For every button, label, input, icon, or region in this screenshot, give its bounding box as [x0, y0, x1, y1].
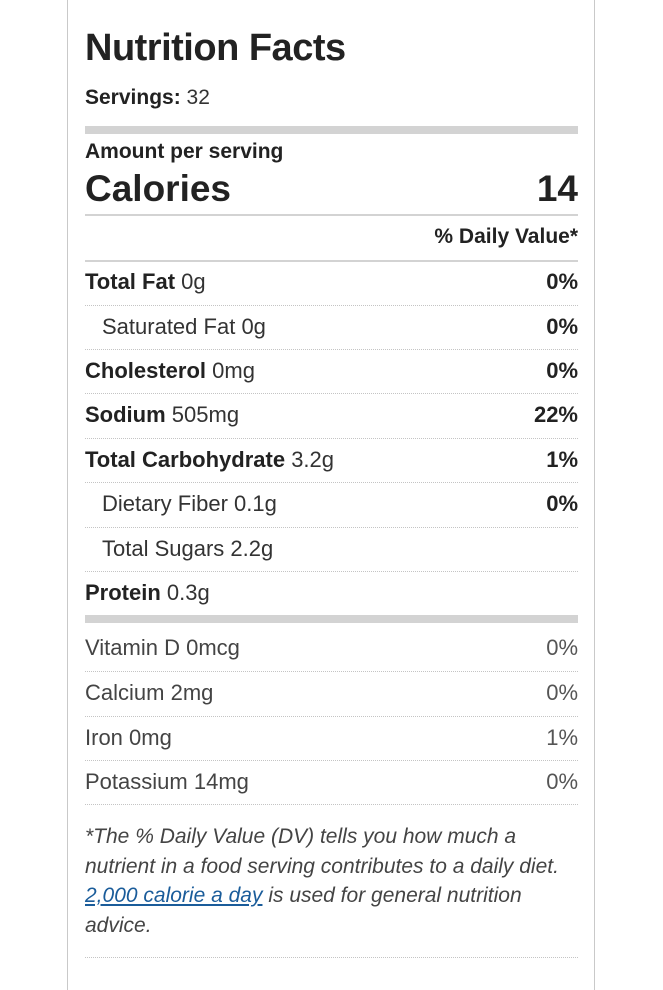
nutrient-dv: 0%	[546, 269, 578, 294]
nutrient-row-cholesterol: Cholesterol 0mg 0%	[85, 349, 578, 393]
vitamin-row-potassium: Potassium 14mg 0%	[85, 760, 578, 804]
calorie-a-day-link[interactable]: 2,000 calorie a day	[85, 884, 263, 907]
vitamin-amount: 0mcg	[186, 635, 240, 660]
servings-line: Servings: 32	[85, 86, 210, 110]
vitamin-row-iron: Iron 0mg 1%	[85, 716, 578, 760]
vitamin-name: Calcium	[85, 680, 165, 705]
nutrient-name: Total Carbohydrate	[85, 447, 286, 472]
nutrient-row-total-carbohydrate: Total Carbohydrate 3.2g 1%	[85, 438, 578, 482]
nutrient-name: Total Sugars	[102, 536, 225, 561]
thick-divider-vitamins	[85, 615, 578, 623]
vitamin-dv: 0%	[546, 635, 578, 660]
footnote-intro: *The % Daily Value (DV) tells you how mu…	[85, 825, 559, 878]
vitamin-name: Iron	[85, 725, 123, 750]
label-frame	[67, 0, 595, 990]
daily-value-header: % Daily Value*	[434, 225, 578, 248]
nutrient-name: Protein	[85, 580, 161, 605]
bottom-divider	[85, 957, 578, 958]
nutrient-dv: 0%	[546, 358, 578, 383]
vitamin-name: Vitamin D	[85, 635, 180, 660]
calories-divider	[85, 214, 578, 216]
calories-label: Calories	[85, 168, 232, 209]
nutrient-amount: 0.1g	[234, 491, 277, 516]
nutrient-row-saturated-fat: Saturated Fat 0g 0%	[85, 305, 578, 349]
page-title: Nutrition Facts	[85, 27, 346, 69]
vitamin-dv: 0%	[546, 680, 578, 705]
footnote-divider	[85, 804, 578, 805]
nutrient-name: Sodium	[85, 402, 166, 427]
nutrient-amount: 0g	[181, 269, 206, 294]
nutrient-amount: 0mg	[212, 358, 255, 383]
nutrient-amount: 0.3g	[166, 580, 210, 605]
nutrient-name: Dietary Fiber	[102, 491, 228, 516]
nutrient-amount: 505mg	[171, 402, 240, 427]
nutrient-name: Cholesterol	[85, 358, 207, 383]
amount-per-serving: Amount per serving	[85, 140, 284, 163]
nutrient-dv: 0%	[546, 314, 578, 339]
vitamin-dv: 1%	[546, 725, 578, 750]
vitamin-dv: 0%	[546, 769, 578, 794]
nutrient-name: Saturated Fat	[102, 314, 236, 339]
nutrient-amount: 2.2g	[230, 536, 274, 561]
vitamin-amount: 2mg	[170, 680, 214, 705]
calories-value: 14	[536, 168, 578, 209]
vitamin-name: Potassium	[85, 769, 188, 794]
nutrient-row-dietary-fiber: Dietary Fiber 0.1g 0%	[85, 482, 578, 526]
daily-value-footnote: *The % Daily Value (DV) tells you how mu…	[85, 822, 578, 940]
nutrient-row-total-fat: Total Fat 0g 0%	[85, 261, 578, 305]
vitamin-amount: 14mg	[193, 769, 249, 794]
footnote-outro: is used for general nutrition advice.	[85, 884, 522, 937]
thick-divider-top	[85, 126, 578, 134]
nutrient-dv: 1%	[546, 447, 578, 472]
nutrient-amount: 3.2g	[291, 447, 335, 472]
nutrient-row-protein: Protein 0.3g	[85, 571, 578, 615]
nutrient-row-sodium: Sodium 505mg 22%	[85, 393, 578, 437]
vitamin-amount: 0mg	[129, 725, 172, 750]
vitamin-row-vitamin-d: Vitamin D 0mcg 0%	[85, 627, 578, 671]
vitamin-row-calcium: Calcium 2mg 0%	[85, 671, 578, 715]
nutrient-name: Total Fat	[85, 269, 176, 294]
nutrient-dv: 22%	[533, 402, 578, 427]
servings-value: 32	[186, 86, 210, 109]
nutrient-amount: 0g	[241, 314, 266, 339]
nutrient-dv: 0%	[546, 491, 578, 516]
nutrient-row-total-sugars: Total Sugars 2.2g	[85, 527, 578, 571]
daily-value-divider	[85, 260, 578, 262]
servings-label: Servings:	[85, 86, 181, 109]
